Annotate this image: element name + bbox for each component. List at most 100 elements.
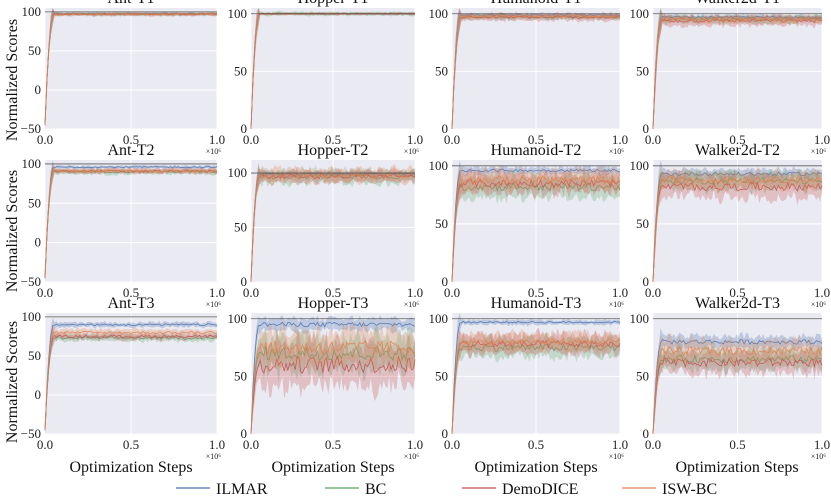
ylabel-row-3: Normalized Scores xyxy=(4,321,21,443)
y-tick-label: 0 xyxy=(442,274,449,289)
line-bc xyxy=(250,346,416,435)
band-bc xyxy=(452,169,620,282)
line-isw-bc xyxy=(652,345,823,435)
y-tick-label: 100 xyxy=(429,311,449,326)
y-tick-label: 50 xyxy=(28,43,41,58)
panel-title: Hopper-T3 xyxy=(298,295,369,312)
x-tick-label: 1.0 xyxy=(407,132,423,147)
subplot-grid: Ant-T1−500501000.00.51.0×10⁶Hopper-T1050… xyxy=(21,0,830,461)
x-tick-label: 1.0 xyxy=(814,132,830,147)
y-tick-label: 100 xyxy=(228,311,248,326)
y-tick-label: 0 xyxy=(35,82,42,97)
y-tick-label: 50 xyxy=(28,348,41,363)
y-tick-label: 50 xyxy=(636,216,649,231)
x-multiplier: ×10⁶ xyxy=(404,300,420,309)
legend-label: BC xyxy=(365,481,386,498)
x-multiplier: ×10⁶ xyxy=(206,300,222,309)
y-tick-label: −50 xyxy=(21,426,41,441)
x-multiplier: ×10⁶ xyxy=(609,452,625,461)
band-isw-bc xyxy=(653,166,822,282)
panel-ant-t1: Ant-T1 −50 0 50 100 0.0 0.5 1.0×10⁶ xyxy=(21,0,225,156)
x-tick-label: 0.0 xyxy=(37,285,53,300)
band-demodice xyxy=(251,166,415,282)
y-tick-label: −50 xyxy=(21,121,41,136)
y-tick-label: 0 xyxy=(442,121,449,136)
x-tick-label: 1.0 xyxy=(814,285,830,300)
x-tick-label: 0.5 xyxy=(528,437,544,452)
band-bc xyxy=(45,330,217,434)
x-multiplier: ×10⁶ xyxy=(609,300,625,309)
band-demodice xyxy=(452,8,620,129)
y-tick-label: 100 xyxy=(630,158,650,173)
legend-entry-demodice: DemoDICE xyxy=(462,481,578,498)
line-isw-bc xyxy=(44,169,218,279)
xlabel-col-1: Optimization Steps xyxy=(69,459,192,476)
y-tick-label: 100 xyxy=(22,156,42,171)
x-tick-label: 0.5 xyxy=(325,132,341,147)
band-ilmar xyxy=(452,313,620,434)
panel-humanoid-t1: Humanoid-T1 0 50 100 0.0 0.5 1.0×10⁶ xyxy=(429,0,629,156)
y-tick-label: −50 xyxy=(21,274,41,289)
band-demodice xyxy=(45,327,217,434)
ylabel-row-2: Normalized Scores xyxy=(4,170,21,292)
y-tick-label: 50 xyxy=(234,368,247,383)
x-tick-label: 0.5 xyxy=(528,132,544,147)
line-demodice xyxy=(250,355,416,435)
y-tick-label: 50 xyxy=(234,63,247,78)
x-tick-label: 1.0 xyxy=(612,285,628,300)
band-ilmar xyxy=(653,327,822,434)
line-isw-bc xyxy=(250,172,416,283)
band-bc xyxy=(653,343,822,434)
line-demodice xyxy=(652,181,823,283)
line-ilmar xyxy=(451,320,621,435)
x-tick-label: 1.0 xyxy=(209,285,225,300)
band-ilmar xyxy=(251,315,415,434)
y-tick-label: 0 xyxy=(241,426,248,441)
x-tick-label: 1.0 xyxy=(612,132,628,147)
band-isw-bc xyxy=(452,163,620,282)
x-tick-label: 0.0 xyxy=(645,437,661,452)
x-tick-label: 0.5 xyxy=(729,285,745,300)
panel-title: Humanoid-T1 xyxy=(491,0,582,7)
x-multiplier: ×10⁶ xyxy=(206,147,222,156)
line-bc xyxy=(44,336,218,431)
line-isw-bc xyxy=(652,175,823,283)
x-tick-label: 0.5 xyxy=(325,285,341,300)
band-ilmar xyxy=(452,160,620,282)
x-tick-label: 1.0 xyxy=(209,132,225,147)
x-multiplier: ×10⁶ xyxy=(404,452,420,461)
y-tick-label: 50 xyxy=(435,63,448,78)
line-isw-bc xyxy=(451,14,621,130)
band-isw-bc xyxy=(45,322,217,434)
x-tick-label: 0.5 xyxy=(123,437,139,452)
panel-title: Ant-T3 xyxy=(107,295,154,312)
xlabel-col-2: Optimization Steps xyxy=(271,459,394,476)
panel-hopper-t1: Hopper-T1 0 50 100 0.0 0.5 1.0×10⁶ xyxy=(228,0,424,156)
x-multiplier: ×10⁶ xyxy=(811,147,827,156)
panel-title: Humanoid-T2 xyxy=(491,142,582,159)
panel-walker2d-t1: Walker2d-T1 0 50 100 0.0 0.5 1.0×10⁶ xyxy=(630,0,831,156)
x-tick-label: 0.5 xyxy=(325,437,341,452)
line-ilmar xyxy=(451,168,621,283)
x-tick-label: 0.0 xyxy=(645,285,661,300)
legend-label: DemoDICE xyxy=(502,481,578,498)
x-tick-label: 1.0 xyxy=(814,437,830,452)
band-bc xyxy=(452,332,620,434)
xlabel-col-4: Optimization Steps xyxy=(675,459,798,476)
y-tick-label: 100 xyxy=(22,309,42,324)
band-isw-bc xyxy=(653,332,822,434)
x-tick-label: 1.0 xyxy=(209,437,225,452)
legend-entry-isw-bc: ISW-BC xyxy=(622,481,717,498)
line-ilmar xyxy=(44,323,218,431)
y-tick-label: 100 xyxy=(630,6,650,21)
x-tick-label: 0.0 xyxy=(444,437,460,452)
y-tick-label: 0 xyxy=(35,235,42,250)
xlabel-col-3: Optimization Steps xyxy=(474,459,597,476)
band-ilmar xyxy=(653,160,822,282)
y-tick-label: 50 xyxy=(435,368,448,383)
x-tick-label: 0.0 xyxy=(645,132,661,147)
